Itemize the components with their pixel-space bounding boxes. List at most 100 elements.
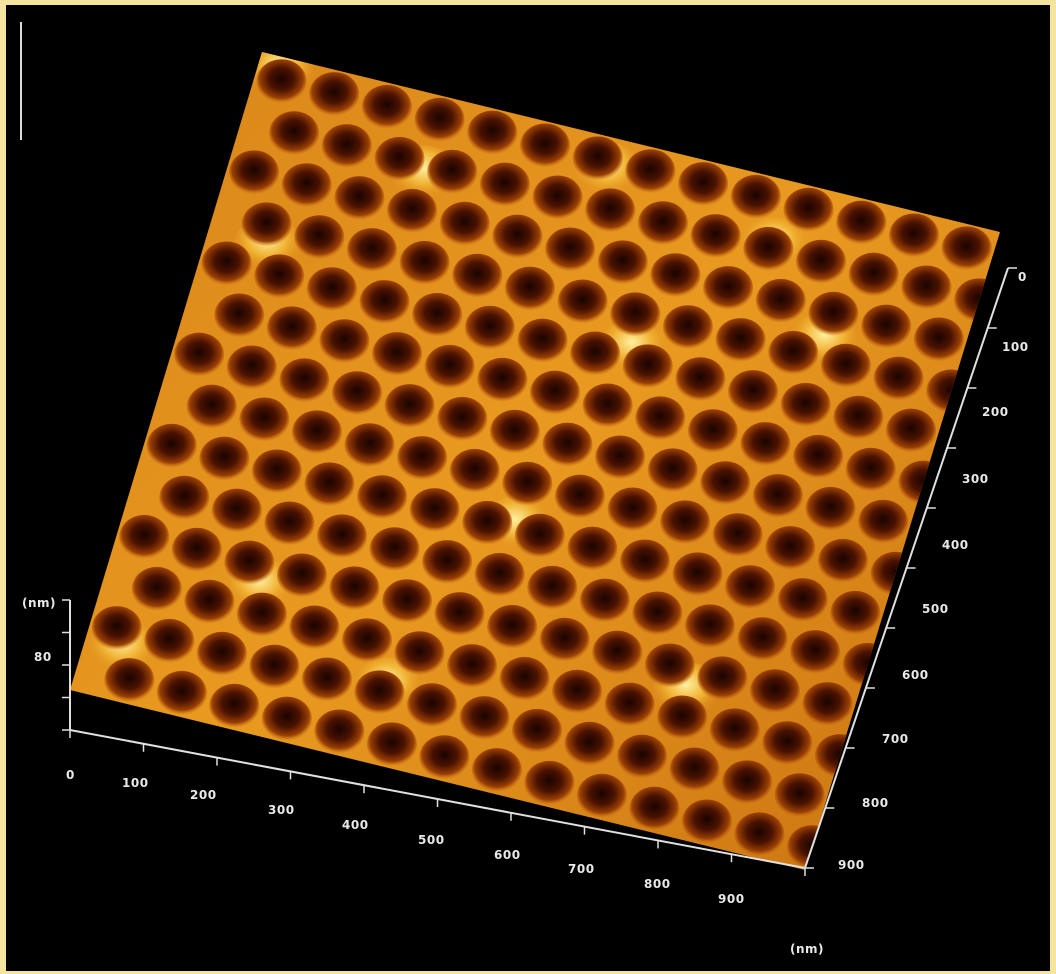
pore bbox=[119, 514, 170, 559]
pore bbox=[632, 591, 683, 636]
pore bbox=[209, 683, 260, 728]
pore bbox=[774, 773, 825, 818]
pore bbox=[780, 382, 831, 427]
pore bbox=[366, 722, 417, 767]
pore bbox=[715, 318, 766, 363]
pore bbox=[214, 293, 265, 338]
pore bbox=[529, 370, 580, 415]
pore bbox=[301, 657, 352, 702]
pore bbox=[697, 656, 748, 701]
pore bbox=[926, 369, 977, 414]
pore bbox=[678, 162, 729, 207]
pore bbox=[467, 110, 518, 155]
pore bbox=[91, 606, 142, 651]
pore bbox=[437, 396, 488, 441]
pore bbox=[439, 201, 490, 246]
pore bbox=[374, 136, 425, 181]
y-tick-label: 400 bbox=[942, 538, 969, 552]
pore bbox=[201, 241, 252, 286]
pore bbox=[743, 226, 794, 271]
pore bbox=[211, 488, 262, 533]
pore bbox=[524, 760, 575, 805]
pore bbox=[669, 747, 720, 792]
pore bbox=[289, 605, 340, 650]
pore bbox=[728, 370, 779, 415]
pore bbox=[329, 566, 380, 611]
pore bbox=[913, 317, 964, 362]
pore bbox=[576, 773, 627, 818]
pore bbox=[690, 214, 741, 259]
pore bbox=[427, 149, 478, 194]
pore bbox=[397, 436, 448, 481]
pore bbox=[901, 265, 952, 310]
pore bbox=[332, 371, 383, 416]
pore bbox=[725, 565, 776, 610]
pore bbox=[637, 201, 688, 246]
pore bbox=[422, 540, 473, 585]
pore bbox=[629, 786, 680, 831]
pore bbox=[564, 721, 615, 766]
pore bbox=[734, 812, 785, 857]
pore bbox=[462, 500, 513, 545]
pore bbox=[722, 760, 773, 805]
pore bbox=[657, 695, 708, 740]
y-tick-label: 600 bbox=[902, 668, 929, 682]
y-tick-label: 900 bbox=[838, 858, 865, 872]
pore bbox=[617, 734, 668, 779]
pore bbox=[647, 448, 698, 493]
pore bbox=[808, 291, 859, 336]
pore bbox=[334, 176, 385, 221]
pore bbox=[512, 708, 563, 753]
pore bbox=[477, 357, 528, 402]
pore bbox=[199, 436, 250, 481]
y-tick-label: 300 bbox=[962, 472, 989, 486]
pore bbox=[635, 396, 686, 441]
pore bbox=[196, 631, 247, 676]
pore bbox=[369, 527, 420, 572]
pore-array bbox=[88, 52, 1000, 870]
pore bbox=[224, 540, 275, 585]
x-tick-label: 100 bbox=[122, 776, 149, 790]
pore bbox=[545, 227, 596, 272]
pore bbox=[622, 344, 673, 389]
pore bbox=[755, 278, 806, 323]
pore bbox=[941, 226, 992, 271]
x-tick-label: 900 bbox=[718, 892, 745, 906]
pore bbox=[306, 267, 357, 312]
pore bbox=[399, 240, 450, 285]
pore bbox=[517, 318, 568, 363]
pore bbox=[703, 266, 754, 311]
pore bbox=[269, 111, 320, 156]
pore bbox=[414, 97, 465, 142]
pore bbox=[266, 306, 317, 351]
y-tick-label: 700 bbox=[882, 732, 909, 746]
pore bbox=[848, 252, 899, 297]
pore bbox=[650, 253, 701, 298]
pore bbox=[452, 253, 503, 298]
pore bbox=[672, 552, 723, 597]
x-tick-label: 0 bbox=[66, 768, 75, 782]
pore bbox=[281, 163, 332, 208]
pore bbox=[539, 617, 590, 662]
pore bbox=[492, 214, 543, 259]
pore bbox=[790, 630, 841, 675]
pore bbox=[354, 670, 405, 715]
scale-bar bbox=[20, 22, 22, 140]
pore bbox=[597, 240, 648, 285]
pore bbox=[314, 709, 365, 754]
x-tick-label: 800 bbox=[644, 877, 671, 891]
pore bbox=[449, 448, 500, 493]
pore bbox=[361, 84, 412, 129]
pore bbox=[582, 383, 633, 428]
x-tick-label: 400 bbox=[342, 818, 369, 832]
pore bbox=[542, 422, 593, 467]
pore bbox=[514, 513, 565, 558]
pore bbox=[527, 565, 578, 610]
pore bbox=[520, 123, 571, 168]
pore bbox=[229, 150, 280, 195]
pore bbox=[604, 682, 655, 727]
y-tick-label: 800 bbox=[862, 796, 889, 810]
pore bbox=[459, 696, 510, 741]
pore bbox=[687, 409, 738, 454]
z-unit-label: (nm) bbox=[22, 596, 57, 610]
